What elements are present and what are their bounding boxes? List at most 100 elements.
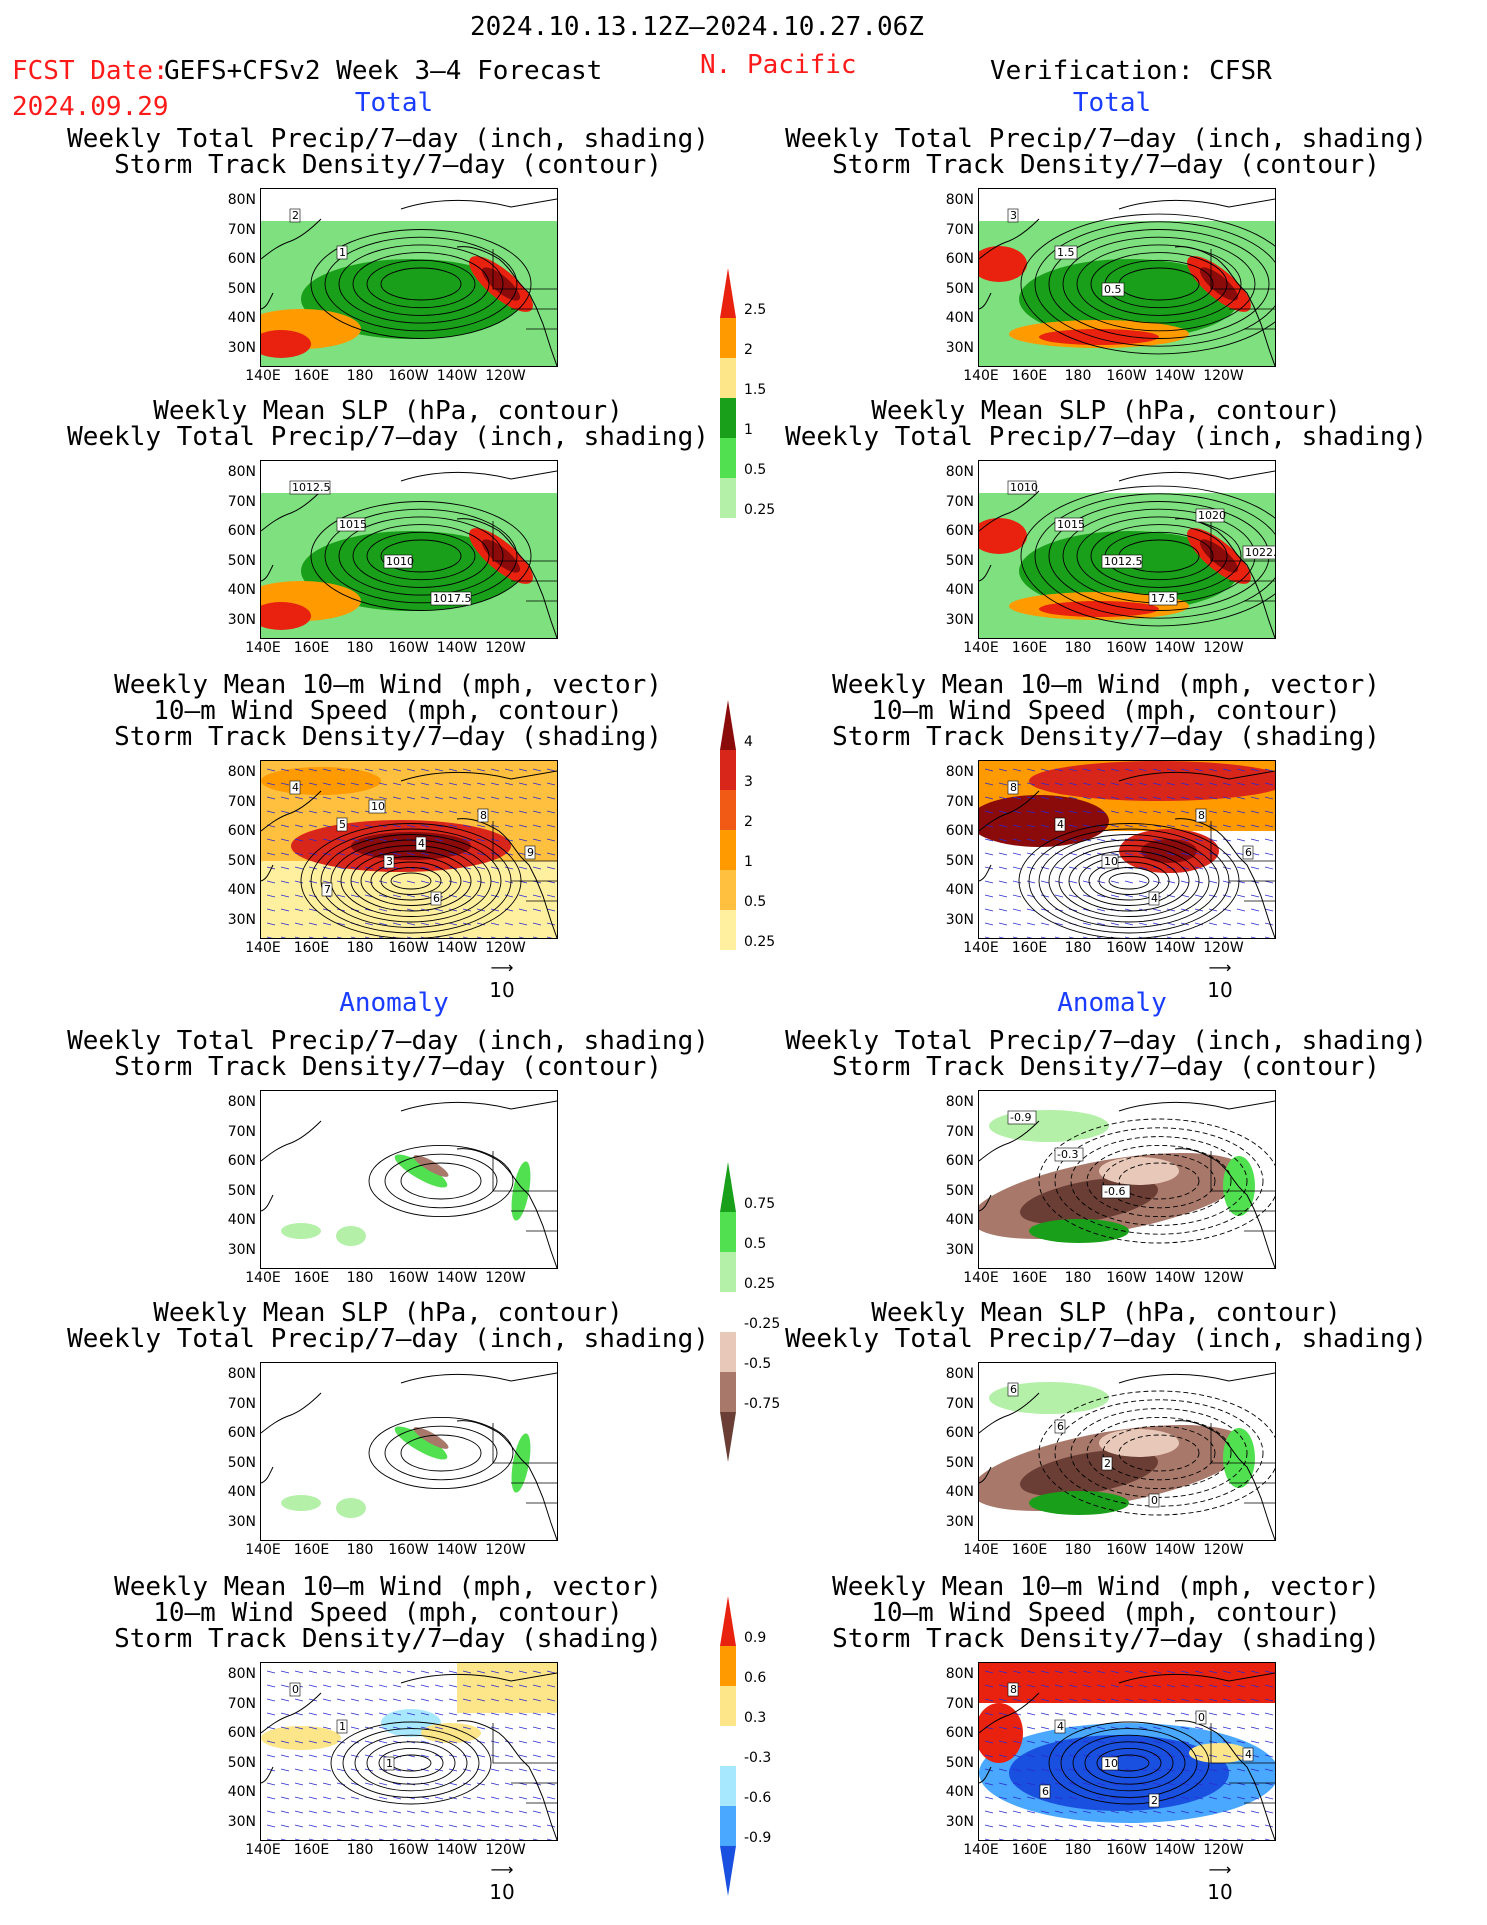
coastline — [979, 1392, 1040, 1484]
svg-text:17.5: 17.5 — [1151, 592, 1176, 605]
wind-vector — [532, 908, 542, 912]
wind-vector — [1264, 922, 1274, 926]
wind-vector — [1208, 824, 1218, 828]
wind-vector — [1040, 824, 1050, 828]
wind-vector — [308, 880, 318, 884]
lon-tick-label: 140E — [963, 1542, 999, 1558]
wind-vector — [1012, 936, 1019, 938]
wind-vector — [1026, 810, 1036, 814]
wind-vector — [308, 1712, 318, 1716]
svg-text:2: 2 — [1151, 1794, 1158, 1807]
wind-vector — [504, 1712, 514, 1716]
contour-line — [380, 867, 442, 895]
anom-coastal — [1223, 1428, 1255, 1488]
colorbar-segment — [720, 1212, 736, 1252]
contour-line — [1086, 1416, 1232, 1490]
wind-vector — [490, 1754, 500, 1758]
wind-vector — [266, 922, 276, 926]
wind-vector — [462, 796, 472, 800]
contour-line — [338, 516, 504, 596]
wind-vector — [364, 782, 374, 786]
wind-vector — [1082, 1810, 1092, 1814]
contour-line — [324, 508, 518, 604]
wind-vector — [490, 1782, 500, 1786]
wind-vector — [518, 1824, 528, 1828]
wind-vector — [1026, 936, 1033, 938]
wind-vector — [518, 1698, 528, 1702]
map-canvas: 8 4 10 2 0 4 6 — [979, 1663, 1275, 1840]
contour-line — [366, 531, 476, 581]
lon-tick-label: 120W — [1203, 640, 1244, 656]
wind-vector — [504, 1684, 514, 1688]
wind-vector — [364, 922, 374, 926]
wind-vector — [984, 838, 994, 842]
wind-vector — [322, 1768, 332, 1772]
wind-vector — [1068, 880, 1078, 884]
wind-vector — [546, 866, 556, 870]
wind-vector — [350, 1684, 360, 1688]
colorbar-segment — [720, 1596, 736, 1646]
wind-vector — [1222, 1810, 1232, 1814]
wind-vector — [266, 1754, 276, 1758]
wind-vector — [462, 1796, 472, 1800]
wind-vector — [1040, 1810, 1050, 1814]
wind-vector — [1096, 1796, 1106, 1800]
wind-vector — [518, 1670, 528, 1674]
wind-vector — [1208, 922, 1218, 926]
lon-tick-label: 180 — [346, 640, 374, 656]
wind-vector — [266, 1684, 276, 1688]
wind-vector — [1194, 1698, 1204, 1702]
wind-vector — [1026, 866, 1036, 870]
wind-vector — [1040, 922, 1050, 926]
wind-vector — [406, 1824, 416, 1828]
contour-line — [400, 1162, 482, 1200]
wind-vector — [1236, 1838, 1243, 1840]
wind-vector — [280, 824, 290, 828]
map-panel-r5-forecast — [260, 1362, 558, 1541]
colorbar-label: -0.25 — [744, 1316, 781, 1332]
wind-vector — [280, 1768, 290, 1772]
lon-tick-label: 140E — [963, 1842, 999, 1858]
wind-vector — [490, 1740, 500, 1744]
wind-vector — [532, 1684, 542, 1688]
wind-vector — [1026, 782, 1036, 786]
wind-vector — [434, 1824, 444, 1828]
wind-vector — [546, 1740, 556, 1744]
section-anomaly-verification: Anomaly — [1057, 988, 1167, 1018]
wind-vector — [1110, 796, 1120, 800]
lon-tick-label: 140E — [245, 1542, 281, 1558]
lon-tick-label: 180 — [346, 1270, 374, 1286]
wind-vector — [1054, 1838, 1061, 1840]
state-borders — [1210, 249, 1275, 330]
lat-tick-label: 40N — [945, 310, 974, 326]
colorbar — [718, 268, 738, 532]
wind-vector — [322, 1712, 332, 1716]
wind-vector — [1138, 796, 1148, 800]
wind-vector — [984, 810, 994, 814]
wind-vector — [504, 1726, 514, 1730]
wind-vector — [1124, 922, 1134, 926]
wind-vector — [998, 824, 1008, 828]
lon-tick-label: 160W — [1106, 640, 1147, 656]
wind-vector — [476, 1838, 483, 1840]
wind-vector — [998, 1796, 1008, 1800]
contour-line — [1086, 1144, 1232, 1218]
wind-vector — [998, 796, 1008, 800]
lat-tick-label: 50N — [227, 1754, 256, 1771]
wind-vector — [1166, 1740, 1176, 1744]
colorbar-segment — [720, 750, 736, 790]
wind-vector — [294, 894, 304, 898]
panel-title-line: Storm Track Density/7–day (contour) — [114, 150, 662, 180]
coastline — [1118, 1100, 1275, 1112]
wind-vector — [1236, 1684, 1246, 1688]
wind-vector — [1208, 1754, 1218, 1758]
lat-tick-label: 30N — [945, 1241, 974, 1258]
wind-vector — [1026, 1754, 1036, 1758]
wind-vector — [1166, 1782, 1176, 1786]
wind-vector — [336, 1740, 346, 1744]
wind-vector — [1096, 768, 1106, 772]
colorbar-label: 3 — [744, 774, 753, 790]
wind-vector — [1054, 894, 1064, 898]
wind-vector — [448, 936, 455, 938]
lon-tick-label: 120W — [485, 640, 526, 656]
